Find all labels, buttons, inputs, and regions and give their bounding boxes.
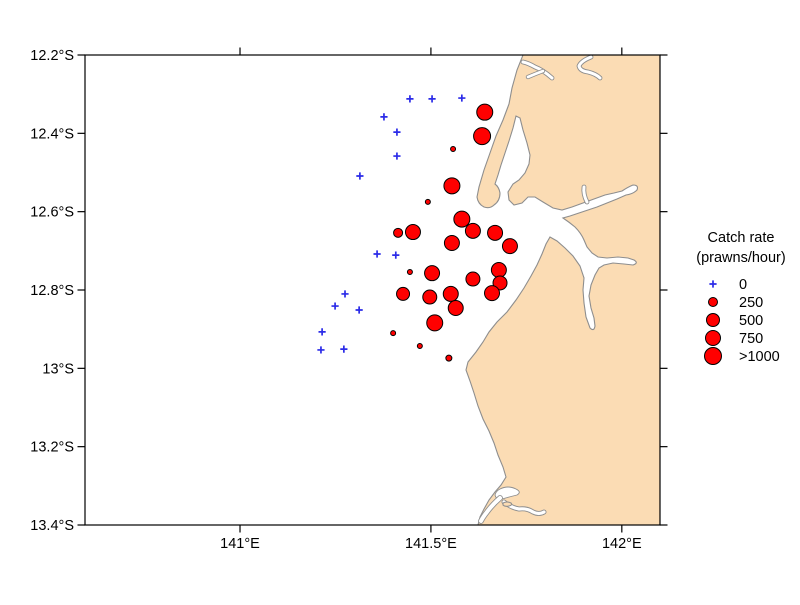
legend-circle-symbol	[706, 313, 720, 327]
legend-item-label: 250	[739, 295, 763, 311]
catch-rate-marker	[465, 271, 481, 287]
legend-zero-symbol	[709, 280, 717, 288]
water-river-north-2	[577, 55, 602, 80]
catch-rate-marker	[473, 127, 492, 146]
legend: Catch rate (prawns/hour) 0 250 500 750 >1000	[696, 230, 786, 365]
y-tick-label: 12.8°S	[30, 283, 74, 299]
y-tick-label: 12.4°S	[30, 126, 74, 142]
zero-catch-marker	[318, 328, 326, 336]
station-markers-layer	[317, 94, 518, 362]
zero-catch-marker	[406, 95, 414, 103]
catch-rate-marker	[393, 227, 404, 238]
zero-catch-marker	[373, 250, 381, 258]
zero-catch-marker	[331, 302, 339, 310]
catch-rate-marker	[416, 343, 423, 350]
catch-rate-marker	[424, 265, 441, 282]
catch-rate-marker	[443, 235, 460, 251]
legend-circle-symbol	[705, 330, 721, 346]
zero-catch-marker	[380, 113, 388, 121]
legend-title-line2: (prawns/hour)	[696, 250, 785, 266]
legend-item-label: 500	[739, 313, 763, 329]
x-tick-label: 141°E	[220, 536, 260, 552]
zero-catch-marker	[458, 94, 466, 102]
legend-item-label: >1000	[739, 349, 780, 365]
catch-rate-marker	[443, 177, 461, 195]
catch-rate-marker	[464, 222, 481, 239]
water-south-lagoon-arm-sw	[479, 496, 502, 523]
y-tick-label: 12.2°S	[30, 48, 74, 64]
catch-rate-marker	[404, 224, 421, 241]
zero-catch-marker	[317, 346, 325, 354]
zero-catch-marker	[428, 95, 436, 103]
water-river-north-1-branch	[526, 69, 545, 79]
legend-circle-symbol	[704, 347, 722, 365]
catch-rate-marker	[490, 262, 507, 279]
catch-rate-marker	[390, 330, 397, 337]
catch-rate-marker	[422, 289, 438, 305]
zero-catch-marker	[341, 290, 349, 298]
catch-rate-marker	[484, 285, 501, 302]
catch-rate-marker	[476, 103, 494, 121]
coastline-land-layer	[465, 55, 660, 525]
legend-circle-symbol	[708, 297, 718, 307]
catch-rate-marker	[450, 146, 457, 152]
y-tick-label: 12.6°S	[30, 205, 74, 221]
legend-title-line1: Catch rate	[708, 230, 775, 246]
zero-catch-marker	[356, 172, 364, 180]
legend-item-label: 0	[739, 277, 747, 293]
plot-border	[84, 54, 661, 526]
water-river-north-1	[521, 60, 554, 80]
zero-catch-marker	[392, 251, 400, 259]
catch-rate-marker	[445, 354, 453, 362]
legend-items: 0 250 500 750 >1000	[704, 277, 780, 365]
catch-rate-marker	[442, 285, 459, 302]
catch-rate-marker	[453, 210, 471, 228]
landmass-mainland-cape-york-west-coast	[465, 55, 660, 525]
water-south-lagoon-arm-e	[502, 500, 546, 516]
zero-catch-marker	[393, 128, 401, 136]
y-tick-label: 13.2°S	[30, 440, 74, 456]
zero-catch-marker	[340, 345, 348, 353]
y-tick-label: 13°S	[42, 361, 74, 377]
legend-item-label: 750	[739, 331, 763, 347]
catch-rate-marker	[406, 268, 413, 275]
y-tick-label: 13.4°S	[30, 518, 74, 534]
catch-rate-marker	[447, 300, 464, 317]
axis-tick-layer: 141°E 141.5°E 142°E 12.2°S 12.4°S 12.6°S 12.8°…	[30, 47, 668, 552]
catch-rate-marker	[501, 238, 518, 255]
landmass-lagoon-island	[502, 501, 513, 507]
catch-rate-marker	[492, 275, 508, 291]
zero-catch-marker	[393, 152, 401, 160]
catch-rate-marker	[424, 198, 431, 205]
catch-rate-marker	[487, 224, 504, 241]
zero-catch-marker	[355, 306, 363, 314]
water-mission-river-fork	[582, 185, 589, 204]
x-tick-label: 141.5°E	[405, 536, 457, 552]
catch-rate-marker	[396, 286, 411, 301]
catch-rate-marker	[426, 314, 444, 332]
x-tick-label: 142°E	[602, 536, 642, 552]
